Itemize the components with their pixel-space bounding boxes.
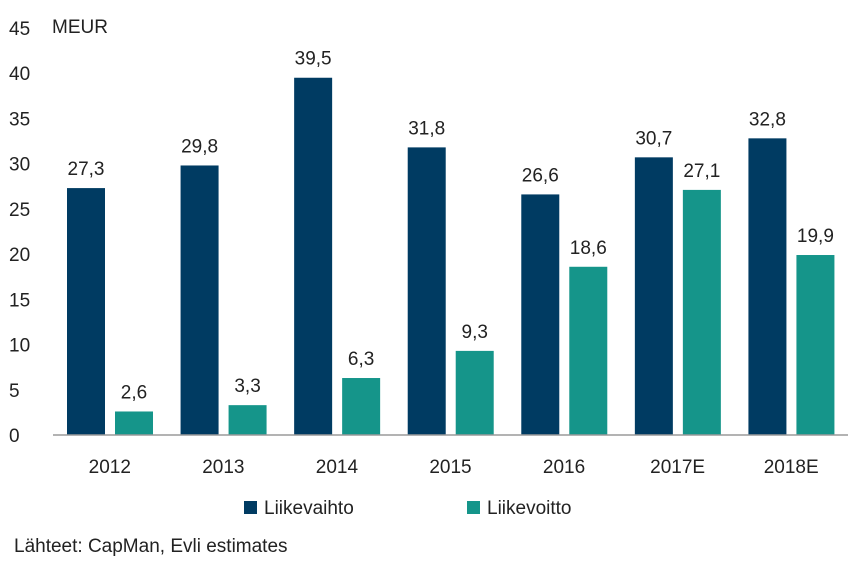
- bar-liikevaihto-2017e: [634, 157, 673, 435]
- bar-liikevaihto-2018e: [748, 138, 787, 435]
- data-label: 29,8: [181, 136, 218, 157]
- bar-liikevaihto-2016: [521, 194, 560, 435]
- data-label: 39,5: [295, 49, 332, 70]
- legend-swatch-liikevoitto: [467, 501, 480, 514]
- legend: Liikevaihto Liikevoitto: [244, 498, 572, 519]
- bar-liikevaihto-2012: [67, 188, 105, 435]
- bar-chart: 0 5 10 15 20 25 30 35 40 45 MEUR 27,3 2,6 29,8 3,3 39…: [9, 17, 848, 519]
- source-note: Lähteet: CapMan, Evli estimates: [14, 536, 288, 557]
- y-tick-label: 25: [9, 200, 30, 221]
- legend-swatch-liikevaihto: [244, 501, 257, 514]
- bars: 27,3 2,6 29,8 3,3 39,5 6,3 31,8 9,3 26,6 18,6 30,7…: [67, 49, 835, 436]
- bar-liikevoitto-2015: [455, 350, 494, 435]
- data-label: 19,9: [797, 226, 834, 247]
- data-label: 27,1: [683, 161, 720, 182]
- unit-label: MEUR: [52, 17, 108, 38]
- bar-liikevoitto-2016: [569, 266, 608, 435]
- bar-liikevaihto-2015: [407, 147, 446, 436]
- data-label: 27,3: [68, 159, 105, 180]
- legend-label-liikevaihto: Liikevaihto: [264, 498, 354, 519]
- y-tick-label: 20: [9, 245, 30, 266]
- bar-liikevoitto-2018e: [796, 255, 835, 435]
- y-tick-label: 40: [9, 64, 30, 85]
- y-tick-label: 35: [9, 109, 30, 130]
- data-label: 31,8: [408, 118, 445, 139]
- legend-label-liikevoitto: Liikevoitto: [487, 498, 572, 519]
- x-tick-label: 2015: [429, 457, 471, 478]
- data-label: 32,8: [749, 109, 786, 130]
- y-axis-ticks: 0 5 10 15 20 25 30 35 40 45: [9, 19, 30, 447]
- x-tick-label: 2018E: [764, 457, 819, 478]
- data-label: 30,7: [635, 128, 672, 149]
- data-label: 2,6: [121, 382, 147, 403]
- data-label: 3,3: [234, 376, 260, 397]
- bar-liikevaihto-2014: [294, 77, 333, 435]
- y-tick-label: 5: [9, 381, 20, 402]
- x-axis-ticks: 2012 2013 2014 2015 2016 2017E 2018E: [89, 457, 819, 478]
- y-tick-label: 30: [9, 155, 30, 176]
- data-label: 26,6: [522, 165, 559, 186]
- data-label: 6,3: [348, 349, 374, 370]
- y-tick-label: 10: [9, 336, 30, 357]
- bar-liikevoitto-2017e: [682, 189, 721, 435]
- x-tick-label: 2014: [316, 457, 359, 478]
- x-tick-label: 2017E: [650, 457, 705, 478]
- data-label: 9,3: [462, 322, 488, 343]
- data-label: 18,6: [570, 238, 607, 259]
- y-tick-label: 15: [9, 290, 30, 311]
- bar-liikevoitto-2014: [342, 378, 381, 435]
- bar-liikevoitto-2012: [115, 411, 153, 435]
- bar-liikevaihto-2013: [180, 165, 219, 435]
- y-tick-label: 0: [9, 426, 20, 447]
- x-tick-label: 2016: [543, 457, 585, 478]
- x-tick-label: 2012: [89, 457, 131, 478]
- y-tick-label: 45: [9, 19, 30, 40]
- x-tick-label: 2013: [202, 457, 244, 478]
- bar-liikevoitto-2013: [228, 405, 267, 435]
